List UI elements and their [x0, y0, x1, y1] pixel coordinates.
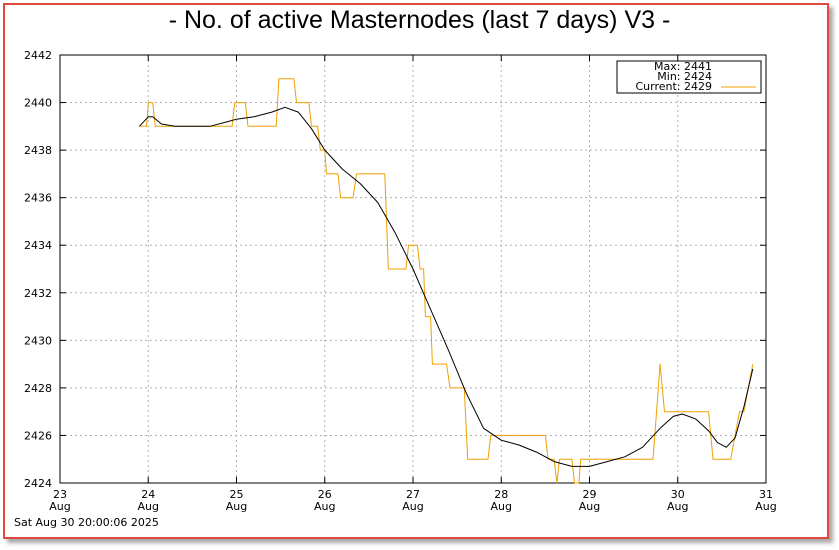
- x-tick-label: 26: [318, 488, 332, 501]
- chart-title: - No. of active Masternodes (last 7 days…: [168, 6, 671, 34]
- x-tick-label: 31: [759, 488, 773, 501]
- legend-box: [616, 60, 762, 94]
- y-tick-label: 2434: [24, 239, 52, 252]
- y-tick-label: 2442: [24, 49, 52, 62]
- y-tick-label: 2426: [24, 429, 52, 442]
- series-line-current: [139, 78, 754, 484]
- x-tick-month-label: Aug: [402, 500, 423, 513]
- legend-current: Current: 2429: [635, 80, 712, 93]
- x-tick-month-label: Aug: [667, 500, 688, 513]
- y-tick-label: 2424: [24, 477, 52, 490]
- x-axis-ticks: 23Aug24Aug25Aug26Aug27Aug28Aug29Aug30Aug…: [49, 55, 777, 513]
- x-tick-month-label: Aug: [755, 500, 776, 513]
- x-tick-month-label: Aug: [579, 500, 600, 513]
- x-tick-month-label: Aug: [49, 500, 70, 513]
- y-tick-label: 2428: [24, 382, 52, 395]
- series-line-smoothed: [139, 106, 754, 467]
- x-tick-label: 25: [230, 488, 244, 501]
- y-axis-ticks: 2424 2426 2428 2430 2432 2434 2436 2438 2440 2442: [24, 49, 766, 490]
- x-tick-label: 30: [671, 488, 685, 501]
- y-tick-label: 2432: [24, 287, 52, 300]
- y-tick-label: 2440: [24, 97, 52, 110]
- x-tick-label: 29: [583, 488, 597, 501]
- x-tick-month-label: Aug: [138, 500, 159, 513]
- series-lines: [139, 78, 754, 484]
- legend: Max: 2441 Min: 2424 Current: 2429: [616, 60, 762, 94]
- timestamp: Sat Aug 30 20:00:06 2025: [14, 516, 159, 529]
- x-tick-label: 28: [494, 488, 508, 501]
- legend-min: Min: 2424: [657, 70, 712, 83]
- x-tick-month-label: Aug: [491, 500, 512, 513]
- x-tick-month-label: Aug: [226, 500, 247, 513]
- y-tick-label: 2430: [24, 334, 52, 347]
- y-tick-label: 2438: [24, 144, 52, 157]
- legend-max: Max: 2441: [654, 60, 712, 73]
- y-tick-label: 2436: [24, 192, 52, 205]
- x-tick-label: 23: [53, 488, 67, 501]
- x-tick-month-label: Aug: [314, 500, 335, 513]
- x-tick-label: 27: [406, 488, 420, 501]
- x-tick-label: 24: [141, 488, 155, 501]
